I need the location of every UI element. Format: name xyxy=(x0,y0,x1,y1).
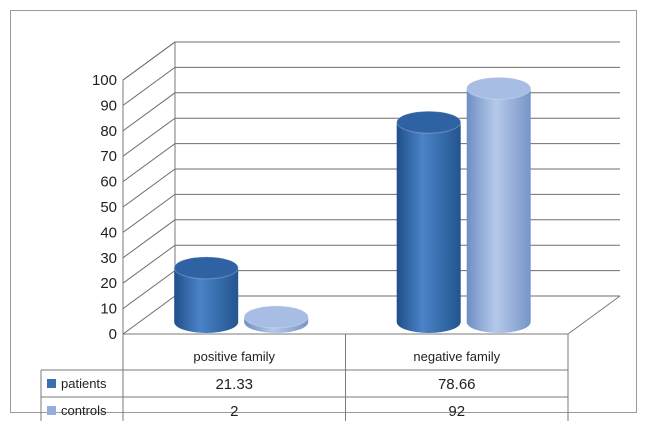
bar-body-patients xyxy=(174,267,239,333)
data-label: 2 xyxy=(230,403,238,420)
bar-top-controls xyxy=(243,305,309,329)
y-axis-ticks: 0 10 20 30 40 50 60 70 80 90 100 xyxy=(92,72,117,343)
y-tick-label: 60 xyxy=(100,174,117,191)
legend-label-controls: controls xyxy=(61,403,107,418)
back-wall-edge xyxy=(122,41,620,81)
y-tick-label: 0 xyxy=(109,326,117,343)
x-category-label: negative family xyxy=(413,349,500,364)
bar-body-patients xyxy=(396,122,461,333)
y-tick-label: 100 xyxy=(92,72,117,89)
bar-top-patients xyxy=(396,110,462,134)
bar-controls-1 xyxy=(466,76,532,333)
data-label: 21.33 xyxy=(215,376,253,393)
bar-patients-1 xyxy=(396,110,462,333)
bar-body-controls xyxy=(466,88,531,333)
gridline xyxy=(122,66,620,106)
gridline xyxy=(122,41,620,81)
y-tick-label: 80 xyxy=(100,123,117,140)
y-tick-label: 30 xyxy=(100,250,117,267)
legend-key-controls xyxy=(47,406,56,415)
gridline xyxy=(122,143,620,183)
y-tick-label: 10 xyxy=(100,301,117,318)
gridline xyxy=(122,168,620,208)
y-tick-label: 40 xyxy=(100,224,117,241)
gridline xyxy=(122,219,620,259)
y-tick-label: 90 xyxy=(100,97,117,114)
gridline xyxy=(122,117,620,157)
data-label: 92 xyxy=(448,403,465,420)
bar-patients-0 xyxy=(173,256,239,333)
bar-controls-0 xyxy=(243,305,309,333)
x-category-label: positive family xyxy=(193,349,275,364)
legend-key-patients xyxy=(47,379,56,388)
data-label: 78.66 xyxy=(438,376,476,393)
bar-top-controls xyxy=(466,76,532,100)
gridline xyxy=(122,193,620,233)
legend-label-patients: patients xyxy=(61,376,107,391)
bar-top-patients xyxy=(173,256,239,280)
chart-border xyxy=(10,10,637,413)
y-tick-label: 20 xyxy=(100,275,117,292)
y-tick-label: 50 xyxy=(100,199,117,216)
y-tick-label: 70 xyxy=(100,148,117,165)
gridline xyxy=(122,92,620,132)
bars xyxy=(173,76,532,333)
data-table: positive family negative family patients 21… xyxy=(40,334,569,425)
